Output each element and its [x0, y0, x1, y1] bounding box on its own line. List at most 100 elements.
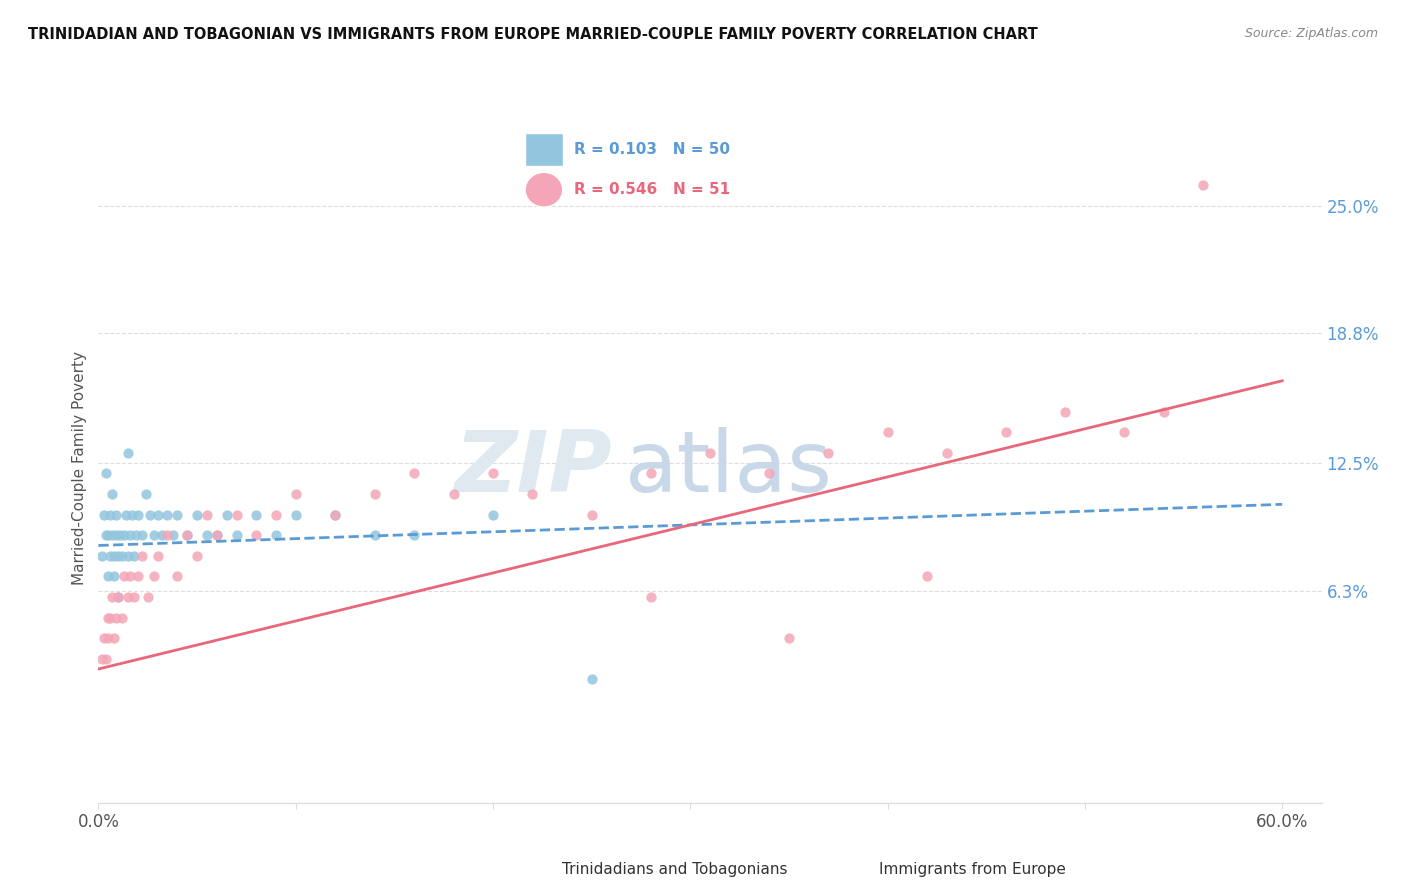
- Point: [97, 631, 120, 645]
- Point: [127, 508, 149, 522]
- Point: [225, 508, 247, 522]
- Point: [135, 487, 157, 501]
- Point: [195, 528, 218, 542]
- Point: [166, 569, 188, 583]
- Point: [101, 590, 124, 604]
- Point: [103, 569, 125, 583]
- Point: [107, 590, 129, 604]
- Point: [108, 528, 131, 542]
- Text: Source: ZipAtlas.com: Source: ZipAtlas.com: [1244, 27, 1378, 40]
- Point: [156, 528, 179, 542]
- Point: [176, 528, 198, 542]
- Point: [994, 425, 1017, 440]
- Point: [101, 487, 124, 501]
- Point: [404, 528, 426, 542]
- Point: [98, 610, 121, 624]
- Point: [98, 549, 121, 563]
- Point: [1192, 178, 1215, 193]
- Point: [1114, 425, 1136, 440]
- Point: [118, 528, 141, 542]
- Point: [778, 631, 800, 645]
- Point: [205, 528, 228, 542]
- Point: [758, 467, 780, 481]
- Text: ZIP: ZIP: [454, 426, 612, 510]
- Ellipse shape: [524, 172, 562, 207]
- Point: [111, 610, 134, 624]
- Point: [142, 528, 165, 542]
- Point: [323, 508, 346, 522]
- Point: [186, 508, 208, 522]
- Point: [264, 528, 287, 542]
- Point: [205, 528, 228, 542]
- Point: [225, 528, 247, 542]
- Point: [146, 549, 169, 563]
- Point: [156, 508, 179, 522]
- Point: [162, 528, 184, 542]
- Bar: [524, 133, 562, 166]
- Point: [640, 590, 662, 604]
- Point: [127, 569, 149, 583]
- Text: R = 0.546   N = 51: R = 0.546 N = 51: [574, 182, 730, 197]
- Point: [101, 528, 124, 542]
- Point: [121, 508, 143, 522]
- Point: [915, 569, 938, 583]
- Point: [876, 425, 898, 440]
- Point: [245, 528, 267, 542]
- Point: [363, 487, 385, 501]
- Point: [699, 446, 721, 460]
- Text: R = 0.103   N = 50: R = 0.103 N = 50: [574, 142, 730, 157]
- Point: [1153, 405, 1175, 419]
- Point: [150, 528, 173, 542]
- Point: [522, 487, 544, 501]
- Point: [91, 651, 114, 665]
- Point: [103, 631, 125, 645]
- Point: [97, 610, 120, 624]
- Point: [96, 528, 118, 542]
- Text: atlas: atlas: [624, 426, 832, 510]
- Point: [138, 508, 160, 522]
- Point: [96, 651, 118, 665]
- Point: [105, 528, 128, 542]
- Point: [443, 487, 465, 501]
- Point: [118, 569, 141, 583]
- Point: [131, 549, 153, 563]
- Point: [91, 549, 114, 563]
- Point: [935, 446, 957, 460]
- Point: [112, 528, 135, 542]
- Point: [284, 508, 307, 522]
- Point: [640, 467, 662, 481]
- Point: [482, 508, 505, 522]
- Point: [117, 446, 139, 460]
- Point: [136, 590, 159, 604]
- Text: Trinidadians and Tobagonians: Trinidadians and Tobagonians: [562, 863, 787, 877]
- Point: [186, 549, 208, 563]
- Point: [107, 549, 129, 563]
- Point: [264, 508, 287, 522]
- Point: [115, 508, 138, 522]
- Point: [581, 673, 603, 687]
- Point: [93, 631, 115, 645]
- Point: [215, 508, 238, 522]
- Point: [363, 528, 385, 542]
- Point: [103, 549, 125, 563]
- Point: [284, 487, 307, 501]
- Text: Immigrants from Europe: Immigrants from Europe: [879, 863, 1066, 877]
- Point: [105, 610, 128, 624]
- Point: [122, 590, 145, 604]
- Point: [146, 508, 169, 522]
- Point: [98, 508, 121, 522]
- Point: [105, 508, 128, 522]
- Point: [125, 528, 148, 542]
- Point: [581, 508, 603, 522]
- Point: [131, 528, 153, 542]
- Point: [117, 590, 139, 604]
- Point: [122, 549, 145, 563]
- Point: [96, 467, 118, 481]
- Point: [111, 549, 134, 563]
- Y-axis label: Married-Couple Family Poverty: Married-Couple Family Poverty: [72, 351, 87, 585]
- Point: [404, 467, 426, 481]
- Text: TRINIDADIAN AND TOBAGONIAN VS IMMIGRANTS FROM EUROPE MARRIED-COUPLE FAMILY POVER: TRINIDADIAN AND TOBAGONIAN VS IMMIGRANTS…: [28, 27, 1038, 42]
- Point: [195, 508, 218, 522]
- Point: [176, 528, 198, 542]
- Point: [97, 569, 120, 583]
